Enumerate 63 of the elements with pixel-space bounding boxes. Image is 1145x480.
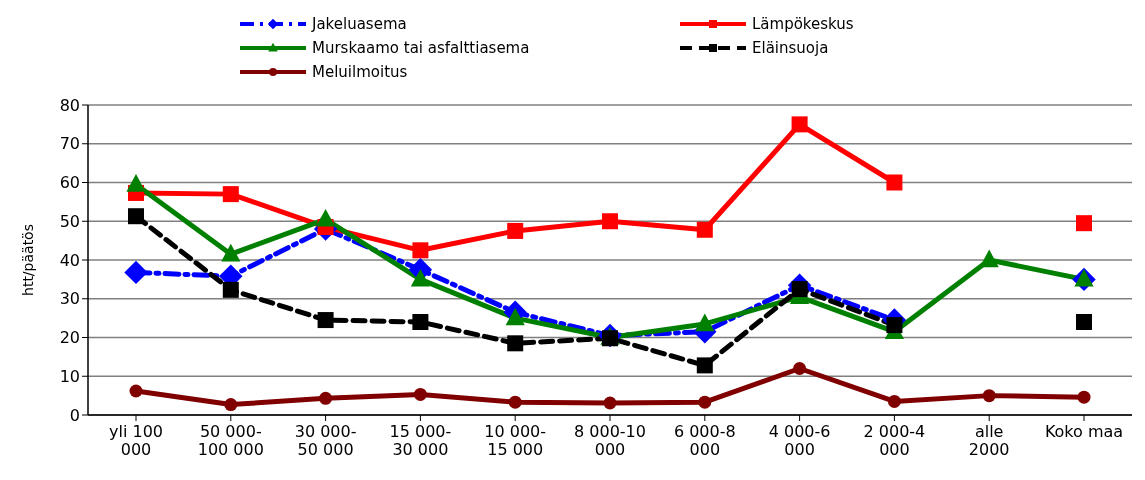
- point: [982, 389, 996, 403]
- y-tick-label: 0: [69, 405, 80, 425]
- point: [696, 221, 713, 238]
- point: [793, 362, 807, 375]
- point: [695, 313, 715, 332]
- point: [505, 307, 525, 326]
- x-tick-label: 8 000-10 000: [574, 422, 646, 459]
- y-tick-label: 30: [59, 289, 80, 309]
- x-tick-label: alle 2000: [968, 422, 1010, 459]
- legend-label: Jakeluasema: [312, 15, 407, 33]
- y-tick-label: 50: [59, 211, 80, 231]
- x-tick-label: Koko maa: [1044, 422, 1124, 441]
- point: [508, 395, 522, 409]
- point: [410, 268, 430, 287]
- y-tick-label: 20: [59, 328, 80, 348]
- point: [129, 384, 143, 398]
- point: [128, 208, 144, 225]
- point: [602, 213, 618, 230]
- point: [696, 357, 713, 374]
- y-tick-label: 80: [59, 95, 80, 115]
- point: [222, 281, 239, 298]
- point: [317, 312, 334, 329]
- point: [126, 174, 146, 192]
- point: [1074, 268, 1094, 287]
- y-tick-label: 70: [59, 134, 80, 154]
- point: [412, 314, 429, 330]
- legend-label: Meluilmoitus: [312, 63, 408, 81]
- point: [413, 387, 427, 401]
- x-tick-label: 30 000-50 000: [294, 422, 357, 459]
- x-tick-label: 4 000-6 000: [768, 422, 831, 459]
- point: [603, 396, 617, 410]
- x-tick-label: yli 100 000: [109, 422, 163, 459]
- y-tick-label: 10: [59, 366, 80, 386]
- point: [979, 249, 999, 268]
- point: [791, 116, 808, 133]
- point: [791, 281, 808, 298]
- y-tick-label: 60: [59, 173, 80, 193]
- point: [221, 243, 241, 262]
- point: [698, 395, 712, 409]
- x-tick-label: 15 000-30 000: [389, 422, 452, 459]
- point: [224, 398, 238, 412]
- x-tick-label: 6 000-8 000: [673, 422, 736, 459]
- point: [886, 174, 903, 191]
- point: [1077, 390, 1091, 404]
- x-tick-label: 2 000-4 000: [863, 422, 926, 459]
- point: [507, 222, 524, 239]
- x-tick-label: 50 000-100 000: [197, 422, 264, 459]
- point: [886, 317, 903, 334]
- y-tick-label: 40: [59, 250, 80, 270]
- point: [316, 208, 336, 227]
- point: [222, 186, 239, 203]
- legend-label: Eläinsuoja: [752, 39, 829, 57]
- point: [319, 391, 333, 405]
- point: [124, 260, 148, 285]
- x-tick-label: 10 000-15 000: [484, 422, 547, 459]
- legend-label: Lämpökeskus: [752, 15, 854, 33]
- y-axis-title: htt/päätös: [19, 224, 36, 296]
- point: [412, 242, 429, 259]
- point: [1076, 314, 1092, 330]
- point: [887, 394, 901, 408]
- point: [507, 335, 524, 352]
- point: [1076, 215, 1092, 232]
- legend-label: Murskaamo tai asfalttiasema: [312, 39, 530, 57]
